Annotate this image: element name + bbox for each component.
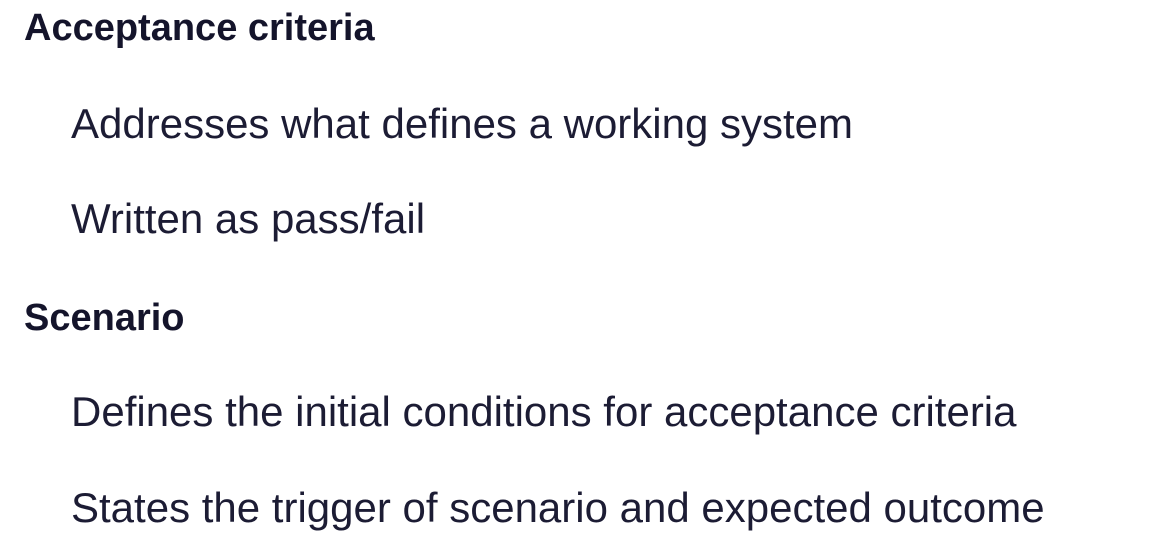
point-addresses-working-system: Addresses what defines a working system [71, 100, 854, 147]
point-initial-conditions: Defines the initial conditions for accep… [71, 388, 1017, 435]
section-heading-acceptance-criteria: Acceptance criteria [24, 7, 375, 49]
point-trigger-and-outcome: States the trigger of scenario and expec… [71, 484, 1045, 531]
point-written-pass-fail: Written as pass/fail [71, 195, 426, 242]
section-heading-scenario: Scenario [24, 297, 185, 339]
